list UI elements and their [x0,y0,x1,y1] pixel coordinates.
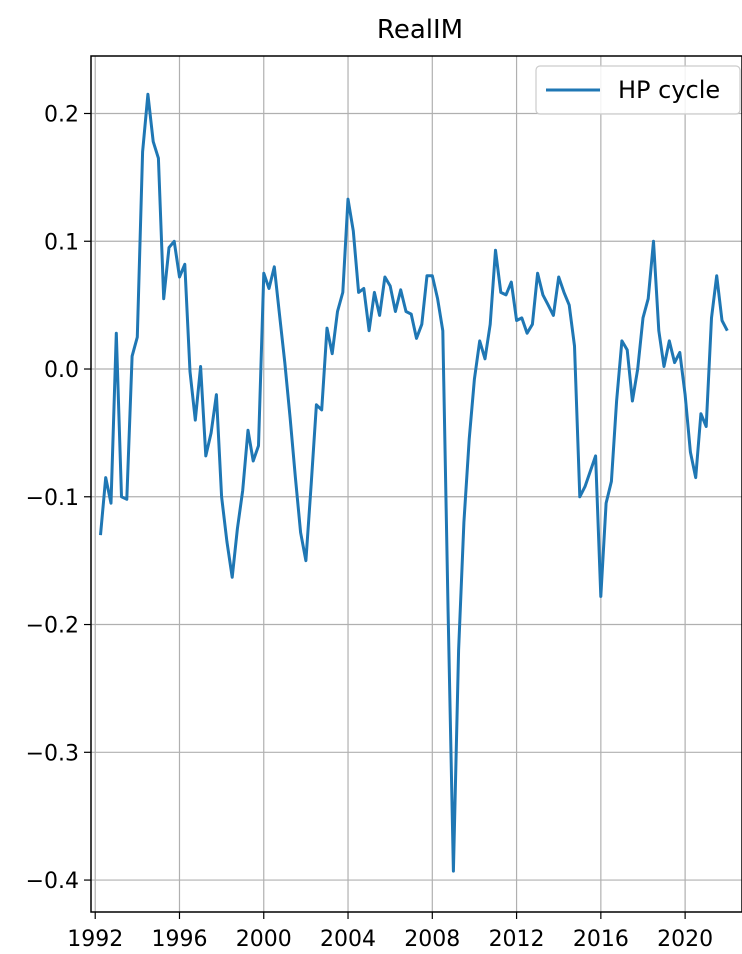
series-layer [99,92,729,873]
y-tick-label: 0.1 [44,230,79,255]
y-tick-label: −0.1 [26,486,79,511]
x-tick-label: 2008 [404,927,460,952]
plot-frame [90,55,742,913]
y-tick-label: 0.2 [44,102,79,127]
chart-title: RealIM [377,15,463,45]
axes: 1992 1996 2000 2004 2008 2012 2016 2020 0.2 0.1 0.… [26,102,714,952]
x-tick-label: 1996 [151,927,207,952]
x-tick-label: 2020 [657,927,713,952]
y-tick-label: −0.2 [26,614,79,639]
legend-label-hp-cycle: HP cycle [618,76,720,104]
y-tick-label: 0.0 [44,358,79,383]
x-tick-label: 1992 [67,927,123,952]
x-tick-label: 2012 [489,927,545,952]
series-line-hp-cycle [99,92,729,873]
x-tick-label: 2000 [236,927,292,952]
x-tick-label: 2004 [320,927,376,952]
legend: HP cycle [535,65,741,115]
y-tick-label: −0.4 [26,869,79,894]
x-tick-label: 2016 [573,927,629,952]
grid-lines [91,56,742,912]
legend-box [535,65,741,115]
y-tick-label: −0.3 [26,741,79,766]
